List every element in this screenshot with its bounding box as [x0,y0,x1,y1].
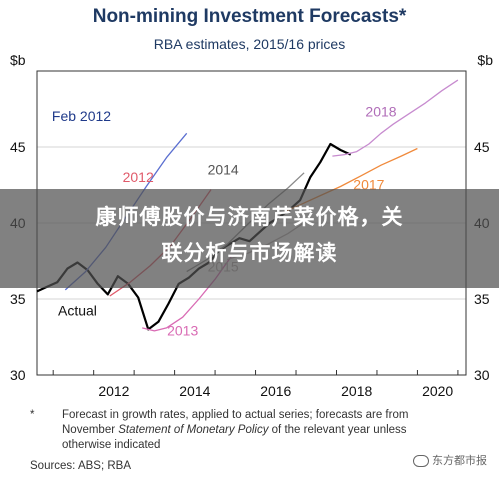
x-tick-label: 2016 [260,383,291,399]
chart-title: Non-mining Investment Forecasts* [92,6,407,27]
y-tick-right: 45 [474,139,490,155]
headline-line-2: 联分析与市场解读 [161,242,338,265]
footnote-publication: Statement of Monetary Policy [118,424,269,436]
x-tick-label: 2014 [179,383,210,399]
footnote-line-2a: November [62,424,119,436]
footnote-text: Forecast in growth rates, applied to act… [62,408,482,453]
x-tick-label: 2012 [98,383,129,399]
y-tick-right: 35 [474,291,490,307]
chart-subtitle: RBA estimates, 2015/16 prices [153,36,346,52]
footnote-line-3: otherwise indicated [62,439,161,451]
series-label: 2013 [167,322,198,338]
footnote-line-2c: of the relevant year unless [268,424,407,436]
watermark: 东方都市报 [413,452,487,468]
watermark-text: 东方都市报 [432,455,487,467]
wechat-icon [413,455,429,468]
series-label: 2018 [365,104,396,120]
series-label: 2012 [123,169,154,185]
overlay-headline: 康师傅股价与济南芹菜价格，关 联分析与市场解读 [0,200,499,272]
y-tick-left: 45 [10,139,26,155]
series-label: Feb 2012 [52,108,111,124]
footnote-marker: * [30,409,35,421]
y-tick-left: 35 [10,291,26,307]
x-tick-label: 2020 [422,383,453,399]
y-unit-left: $b [10,52,26,68]
sources-note: Sources: ABS; RBA [30,460,131,472]
overlay-banner [0,189,499,288]
series-label: 2017 [353,177,384,193]
y-unit-right: $b [477,52,493,68]
series-label: 2014 [208,161,239,177]
y-tick-left: 30 [10,367,26,383]
series-label: Actual [58,303,97,319]
y-tick-right: 30 [474,367,490,383]
footnote-line-1: Forecast in growth rates, applied to act… [62,409,409,421]
x-tick-label: 2018 [341,383,372,399]
series-line-2018 [332,79,459,157]
headline-line-1: 康师傅股价与济南芹菜价格，关 [95,206,404,229]
